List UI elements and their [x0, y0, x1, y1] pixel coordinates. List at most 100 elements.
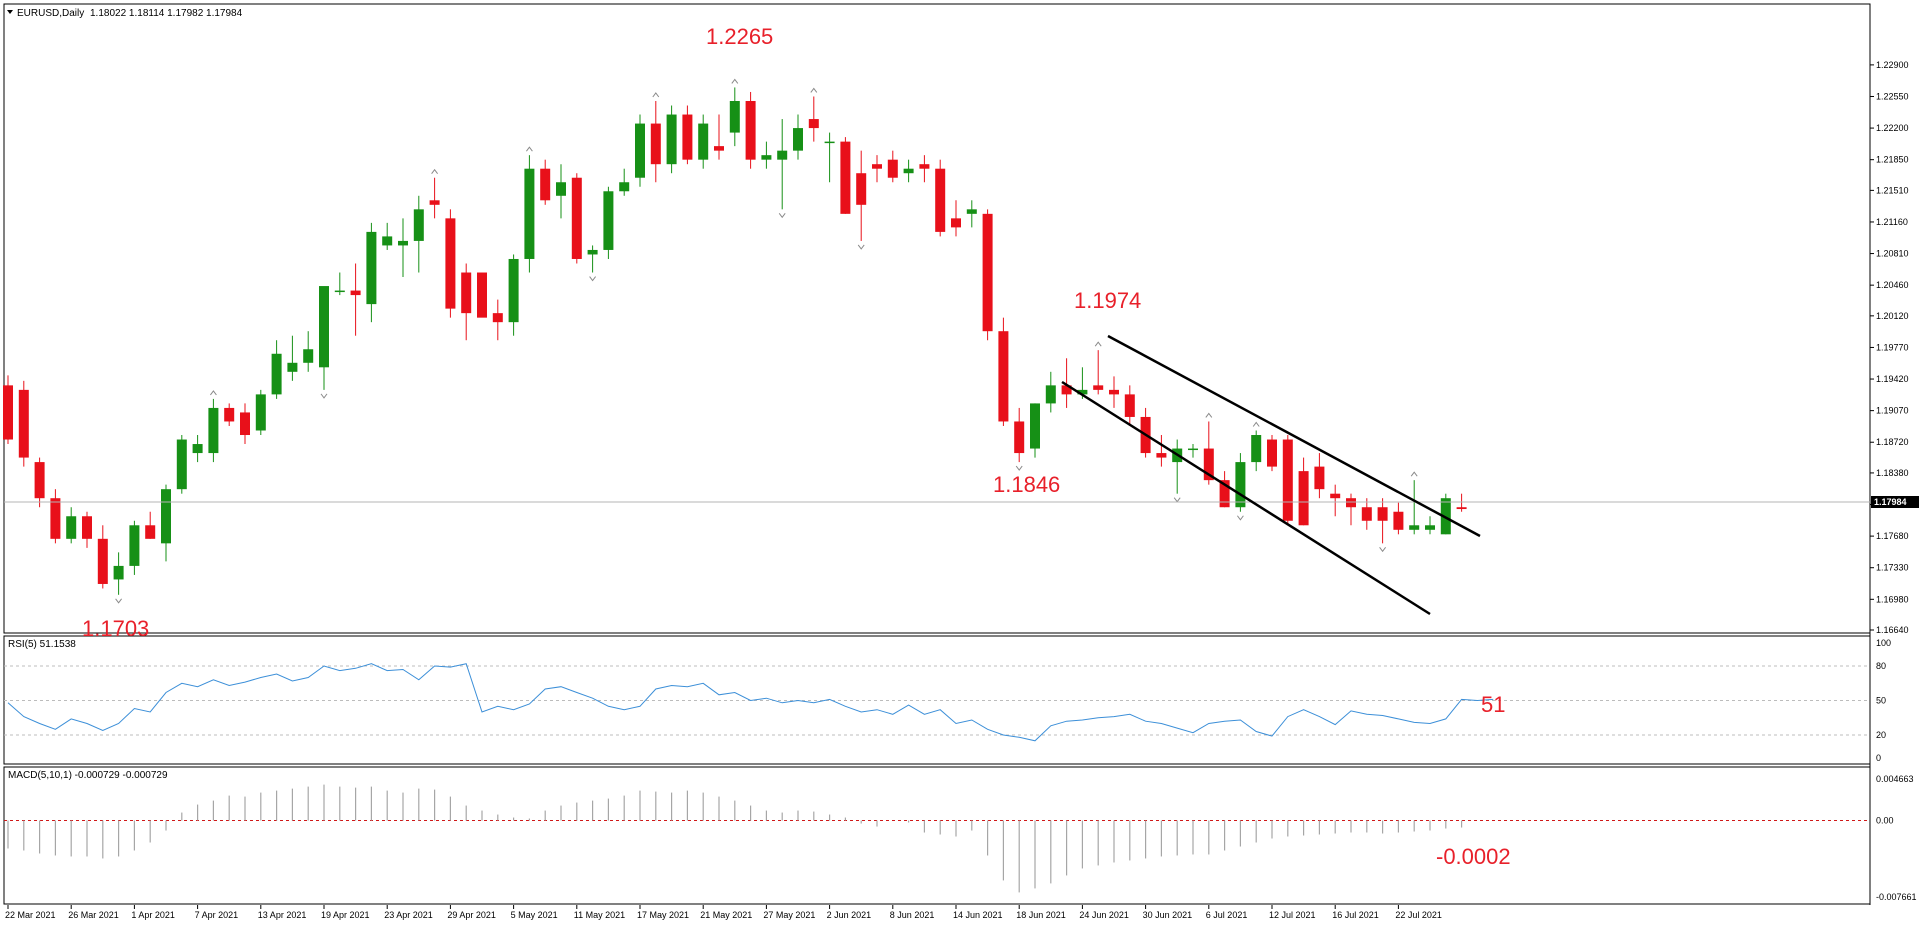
rsi-levels: 100 80 50 20 0	[4, 638, 1891, 763]
bearish-candle	[1156, 453, 1167, 458]
date-tick-label: 6 Jul 2021	[1206, 910, 1248, 920]
date-tick-label: 22 Jul 2021	[1395, 910, 1442, 920]
channel-upper-trendline	[1107, 334, 1481, 538]
bearish-candle	[1346, 498, 1356, 508]
bullish-candle	[635, 123, 645, 178]
price-tick-label: 1.16640	[1876, 625, 1909, 635]
fractal-up-icon	[1410, 471, 1418, 477]
bullish-candle	[1425, 525, 1435, 530]
price-tick-label: 1.19770	[1876, 342, 1909, 352]
date-tick-label: 19 Apr 2021	[321, 910, 370, 920]
fractal-down-icon	[1015, 465, 1023, 471]
bearish-candle	[1267, 439, 1277, 467]
bullish-candle	[1251, 435, 1262, 463]
bearish-candle	[919, 164, 930, 169]
bearish-candle	[808, 119, 819, 129]
symbol-label: EURUSD,Daily	[17, 8, 84, 19]
rsi-tick-label: 20	[1876, 730, 1886, 740]
bullish-candle	[1409, 525, 1420, 530]
bullish-candle	[966, 209, 977, 214]
price-tick-label: 1.17680	[1876, 531, 1909, 541]
bullish-candle	[255, 394, 266, 431]
price-tick-label: 1.21850	[1876, 155, 1909, 165]
current-price-label: 1.17984	[1874, 497, 1907, 507]
bearish-candle	[1282, 439, 1293, 521]
price-tick-label: 1.18380	[1876, 468, 1909, 478]
bullish-candle	[587, 249, 598, 255]
bearish-candle	[240, 412, 250, 436]
bearish-candle	[1093, 385, 1104, 390]
bullish-candle	[698, 123, 709, 160]
date-tick-label: 24 Jun 2021	[1079, 910, 1129, 920]
bullish-candle	[761, 155, 772, 160]
date-tick-label: 14 Jun 2021	[953, 910, 1003, 920]
bullish-candle	[129, 525, 140, 566]
fractal-down-icon	[589, 276, 596, 282]
date-tick-label: 7 Apr 2021	[195, 910, 239, 920]
bullish-candle	[176, 439, 187, 490]
bullish-candle	[824, 141, 835, 144]
date-tick-label: 1 Apr 2021	[131, 910, 175, 920]
channel-lower-trendline	[1061, 380, 1431, 616]
bullish-candle	[1235, 462, 1246, 508]
date-tick-label: 26 Mar 2021	[68, 910, 119, 920]
bullish-candle	[271, 353, 282, 395]
date-tick-label: 17 May 2021	[637, 910, 689, 920]
bearish-candle	[682, 114, 693, 160]
dropdown-triangle-icon[interactable]	[7, 10, 13, 14]
bullish-candle	[619, 182, 630, 192]
macd-value-annotation: -0.0002	[1436, 844, 1511, 869]
price-panel[interactable]	[3, 3, 1871, 634]
candlestick-series	[3, 87, 1467, 595]
bullish-candle	[334, 290, 345, 293]
bearish-candle	[477, 272, 487, 318]
price-tick-label: 1.20120	[1876, 311, 1909, 321]
bearish-candle	[935, 168, 946, 232]
mid-low-annotation: 1.1846	[993, 472, 1060, 497]
bullish-candle	[161, 489, 171, 544]
bearish-candle	[571, 177, 582, 259]
fractal-markers	[115, 78, 1418, 604]
price-tick-label: 1.16980	[1876, 594, 1909, 604]
bullish-candle	[556, 182, 566, 196]
bearish-candle	[1393, 511, 1404, 530]
rsi-tick-label: 80	[1876, 661, 1886, 671]
bullish-candle	[1030, 403, 1040, 449]
bullish-candle	[66, 516, 77, 539]
price-tick-label: 1.19420	[1876, 374, 1909, 384]
macd-axis: 0.004663 0.00 -0.007661	[4, 774, 1917, 902]
price-tick-label: 1.21160	[1876, 217, 1908, 227]
fractal-up-icon	[731, 78, 739, 84]
price-tick-label: 1.18720	[1876, 437, 1909, 447]
current-price-box	[1871, 496, 1919, 508]
bearish-candle	[82, 516, 92, 539]
bearish-candle	[840, 141, 851, 214]
bearish-candle	[856, 173, 867, 205]
bullish-candle	[508, 258, 519, 323]
bearish-candle	[982, 213, 993, 332]
bearish-candle	[145, 525, 156, 539]
bullish-candle	[319, 286, 329, 368]
bearish-candle	[3, 385, 13, 440]
bearish-candle	[429, 200, 440, 205]
bullish-candle	[777, 150, 788, 160]
macd-panel[interactable]	[3, 766, 1871, 905]
bearish-candle	[224, 407, 235, 422]
date-tick-label: 12 Jul 2021	[1269, 910, 1316, 920]
bearish-candle	[97, 538, 108, 584]
bullish-candle	[729, 100, 740, 133]
date-tick-label: 18 Jun 2021	[1016, 910, 1066, 920]
bearish-candle	[1314, 466, 1325, 490]
bullish-candle	[287, 362, 298, 372]
high-annotation: 1.2265	[706, 24, 773, 49]
bullish-candle	[382, 236, 393, 246]
bearish-candle	[445, 218, 456, 309]
date-tick-label: 5 May 2021	[511, 910, 558, 920]
bearish-candle	[650, 123, 661, 165]
macd-tick-label: 0.00	[1876, 816, 1894, 826]
bearish-candle	[951, 218, 961, 228]
price-tick-label: 1.22550	[1876, 91, 1909, 101]
macd-tick-label: 0.004663	[1876, 774, 1914, 784]
bearish-candle	[1014, 421, 1025, 454]
